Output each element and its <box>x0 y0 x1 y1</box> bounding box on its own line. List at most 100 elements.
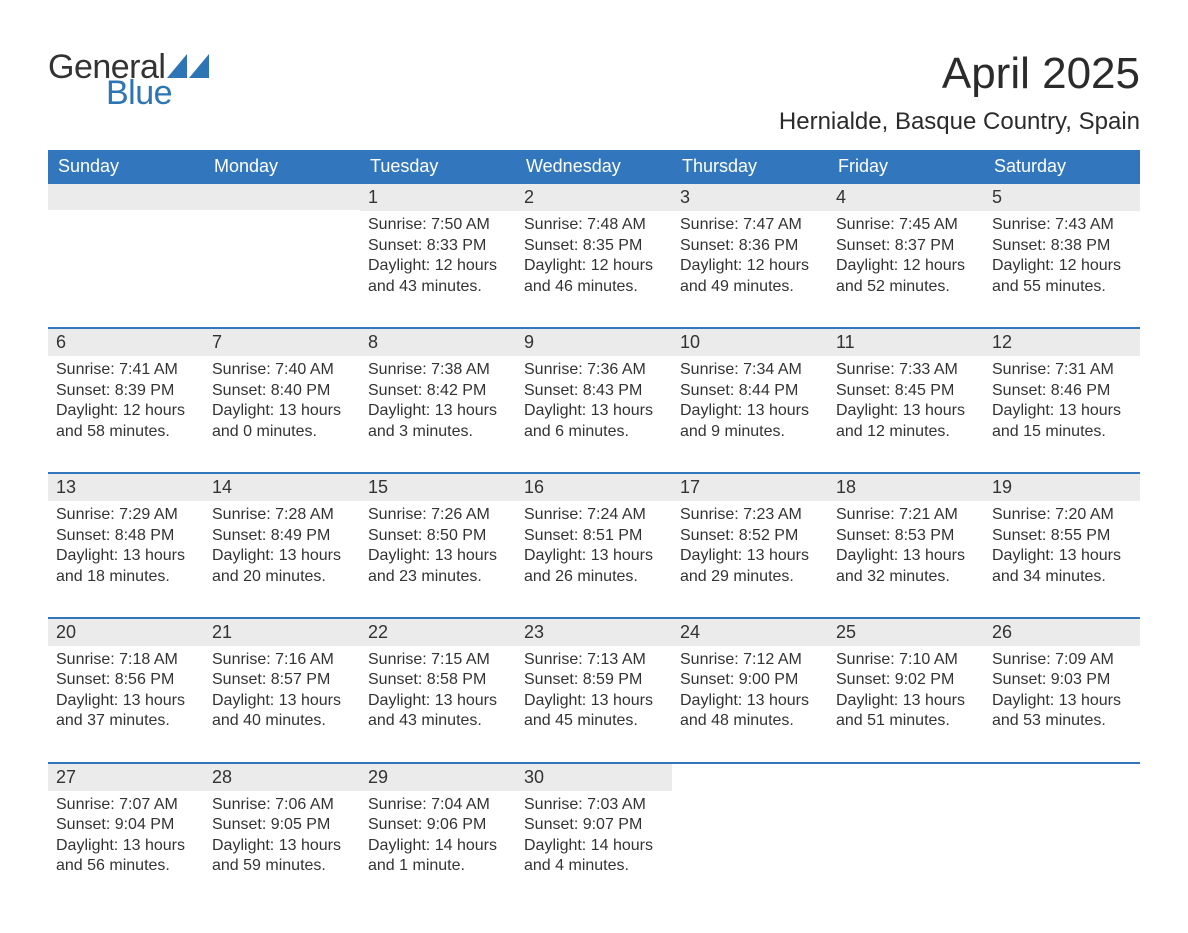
daylight2-text: and 45 minutes. <box>524 711 664 731</box>
day-number: 7 <box>204 329 360 356</box>
sunset-text: Sunset: 9:03 PM <box>992 670 1132 690</box>
day-cell: 4Sunrise: 7:45 AMSunset: 8:37 PMDaylight… <box>828 184 984 313</box>
day-details: Sunrise: 7:20 AMSunset: 8:55 PMDaylight:… <box>984 501 1140 587</box>
day-details: Sunrise: 7:45 AMSunset: 8:37 PMDaylight:… <box>828 211 984 297</box>
daylight2-text: and 12 minutes. <box>836 422 976 442</box>
sunrise-text: Sunrise: 7:07 AM <box>56 795 196 815</box>
day-cell: 27Sunrise: 7:07 AMSunset: 9:04 PMDayligh… <box>48 764 204 893</box>
day-details: Sunrise: 7:26 AMSunset: 8:50 PMDaylight:… <box>360 501 516 587</box>
day-cell: 20Sunrise: 7:18 AMSunset: 8:56 PMDayligh… <box>48 619 204 748</box>
daylight2-text: and 23 minutes. <box>368 567 508 587</box>
day-number: 29 <box>360 764 516 791</box>
day-details: Sunrise: 7:09 AMSunset: 9:03 PMDaylight:… <box>984 646 1140 732</box>
day-cell: 8Sunrise: 7:38 AMSunset: 8:42 PMDaylight… <box>360 329 516 458</box>
sunset-text: Sunset: 8:49 PM <box>212 526 352 546</box>
weekday-header: Wednesday <box>516 150 672 184</box>
day-details: Sunrise: 7:43 AMSunset: 8:38 PMDaylight:… <box>984 211 1140 297</box>
day-number: 21 <box>204 619 360 646</box>
brand-logo: General Blue <box>48 50 209 110</box>
daylight1-text: Daylight: 13 hours <box>836 691 976 711</box>
day-number: 5 <box>984 184 1140 211</box>
day-number: 14 <box>204 474 360 501</box>
day-number <box>48 184 204 210</box>
sunset-text: Sunset: 8:42 PM <box>368 381 508 401</box>
day-details: Sunrise: 7:12 AMSunset: 9:00 PMDaylight:… <box>672 646 828 732</box>
daylight1-text: Daylight: 13 hours <box>524 691 664 711</box>
day-cell: 21Sunrise: 7:16 AMSunset: 8:57 PMDayligh… <box>204 619 360 748</box>
sunset-text: Sunset: 8:39 PM <box>56 381 196 401</box>
day-cell <box>204 184 360 313</box>
calendar-week: 27Sunrise: 7:07 AMSunset: 9:04 PMDayligh… <box>48 762 1140 893</box>
daylight1-text: Daylight: 12 hours <box>836 256 976 276</box>
daylight2-text: and 49 minutes. <box>680 277 820 297</box>
weekday-header: Friday <box>828 150 984 184</box>
daylight1-text: Daylight: 13 hours <box>56 691 196 711</box>
day-details: Sunrise: 7:03 AMSunset: 9:07 PMDaylight:… <box>516 791 672 877</box>
day-details: Sunrise: 7:38 AMSunset: 8:42 PMDaylight:… <box>360 356 516 442</box>
day-details: Sunrise: 7:29 AMSunset: 8:48 PMDaylight:… <box>48 501 204 587</box>
day-cell: 1Sunrise: 7:50 AMSunset: 8:33 PMDaylight… <box>360 184 516 313</box>
sunset-text: Sunset: 8:43 PM <box>524 381 664 401</box>
day-details: Sunrise: 7:16 AMSunset: 8:57 PMDaylight:… <box>204 646 360 732</box>
day-cell: 15Sunrise: 7:26 AMSunset: 8:50 PMDayligh… <box>360 474 516 603</box>
day-number: 1 <box>360 184 516 211</box>
sunrise-text: Sunrise: 7:38 AM <box>368 360 508 380</box>
sunrise-text: Sunrise: 7:45 AM <box>836 215 976 235</box>
daylight1-text: Daylight: 13 hours <box>56 836 196 856</box>
sunset-text: Sunset: 9:00 PM <box>680 670 820 690</box>
calendar-week: 6Sunrise: 7:41 AMSunset: 8:39 PMDaylight… <box>48 327 1140 458</box>
sunrise-text: Sunrise: 7:48 AM <box>524 215 664 235</box>
sunset-text: Sunset: 9:07 PM <box>524 815 664 835</box>
brand-word-2: Blue <box>106 76 209 110</box>
sunset-text: Sunset: 8:46 PM <box>992 381 1132 401</box>
day-number: 25 <box>828 619 984 646</box>
sunset-text: Sunset: 8:57 PM <box>212 670 352 690</box>
day-details: Sunrise: 7:10 AMSunset: 9:02 PMDaylight:… <box>828 646 984 732</box>
daylight1-text: Daylight: 13 hours <box>992 691 1132 711</box>
day-details: Sunrise: 7:15 AMSunset: 8:58 PMDaylight:… <box>360 646 516 732</box>
daylight1-text: Daylight: 13 hours <box>212 691 352 711</box>
day-details <box>984 790 1140 870</box>
daylight2-text: and 46 minutes. <box>524 277 664 297</box>
day-cell: 5Sunrise: 7:43 AMSunset: 8:38 PMDaylight… <box>984 184 1140 313</box>
daylight2-text: and 52 minutes. <box>836 277 976 297</box>
day-cell: 30Sunrise: 7:03 AMSunset: 9:07 PMDayligh… <box>516 764 672 893</box>
daylight1-text: Daylight: 13 hours <box>992 546 1132 566</box>
daylight2-text: and 1 minute. <box>368 856 508 876</box>
daylight2-text: and 59 minutes. <box>212 856 352 876</box>
sunrise-text: Sunrise: 7:26 AM <box>368 505 508 525</box>
sunrise-text: Sunrise: 7:21 AM <box>836 505 976 525</box>
day-number: 19 <box>984 474 1140 501</box>
sunrise-text: Sunrise: 7:20 AM <box>992 505 1132 525</box>
daylight2-text: and 32 minutes. <box>836 567 976 587</box>
daylight1-text: Daylight: 14 hours <box>524 836 664 856</box>
calendar-week: 1Sunrise: 7:50 AMSunset: 8:33 PMDaylight… <box>48 184 1140 313</box>
daylight2-text: and 29 minutes. <box>680 567 820 587</box>
daylight1-text: Daylight: 12 hours <box>56 401 196 421</box>
sunset-text: Sunset: 8:37 PM <box>836 236 976 256</box>
daylight1-text: Daylight: 12 hours <box>992 256 1132 276</box>
daylight1-text: Daylight: 13 hours <box>212 836 352 856</box>
month-title: April 2025 <box>779 50 1140 98</box>
day-cell: 3Sunrise: 7:47 AMSunset: 8:36 PMDaylight… <box>672 184 828 313</box>
day-cell: 29Sunrise: 7:04 AMSunset: 9:06 PMDayligh… <box>360 764 516 893</box>
day-details <box>204 210 360 290</box>
sunrise-text: Sunrise: 7:18 AM <box>56 650 196 670</box>
weekday-header: Monday <box>204 150 360 184</box>
sunset-text: Sunset: 8:56 PM <box>56 670 196 690</box>
day-details: Sunrise: 7:48 AMSunset: 8:35 PMDaylight:… <box>516 211 672 297</box>
sunset-text: Sunset: 9:04 PM <box>56 815 196 835</box>
day-number: 11 <box>828 329 984 356</box>
day-details: Sunrise: 7:28 AMSunset: 8:49 PMDaylight:… <box>204 501 360 587</box>
sunset-text: Sunset: 8:55 PM <box>992 526 1132 546</box>
sunset-text: Sunset: 9:05 PM <box>212 815 352 835</box>
day-cell: 16Sunrise: 7:24 AMSunset: 8:51 PMDayligh… <box>516 474 672 603</box>
daylight1-text: Daylight: 13 hours <box>212 401 352 421</box>
daylight1-text: Daylight: 13 hours <box>680 546 820 566</box>
day-cell: 26Sunrise: 7:09 AMSunset: 9:03 PMDayligh… <box>984 619 1140 748</box>
day-number: 9 <box>516 329 672 356</box>
day-number <box>204 184 360 210</box>
daylight1-text: Daylight: 12 hours <box>680 256 820 276</box>
day-number: 15 <box>360 474 516 501</box>
day-number <box>828 764 984 790</box>
